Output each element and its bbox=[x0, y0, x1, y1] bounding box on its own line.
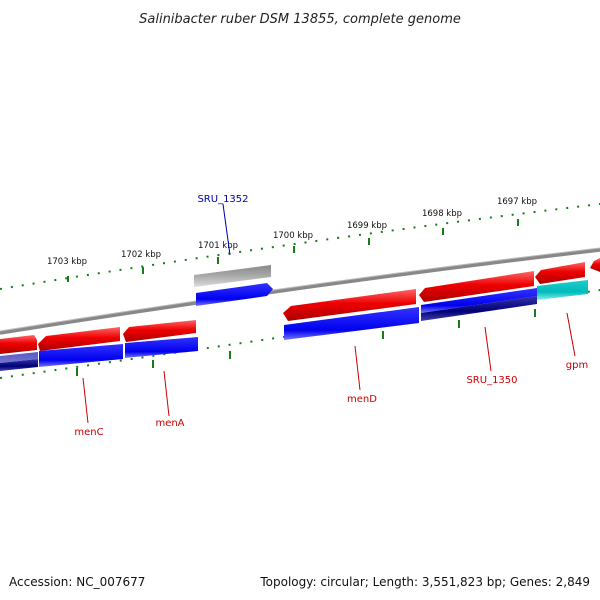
ruler-label-1698: 1698 kbp bbox=[422, 209, 462, 219]
gene-label-gpm[interactable]: gpm bbox=[566, 360, 588, 371]
cds-menD[interactable] bbox=[284, 307, 419, 340]
cds-purple-left-edge[interactable] bbox=[0, 352, 38, 363]
cds-SRU_1350-reverse[interactable] bbox=[419, 271, 534, 302]
gene-label-SRU_1352[interactable]: SRU_1352 bbox=[197, 194, 248, 205]
cds-SRU_1350[interactable] bbox=[421, 288, 537, 313]
cds-menD-reverse[interactable] bbox=[283, 289, 416, 321]
cds-menA-reverse[interactable] bbox=[123, 320, 196, 342]
gene-labels: SRU_1352 menC menA menD SRU_1350 gpm bbox=[74, 194, 588, 438]
cds-menA[interactable] bbox=[125, 337, 198, 358]
ruler-label-1700: 1700 kbp bbox=[273, 231, 313, 241]
cds-gpm[interactable] bbox=[537, 280, 588, 300]
cds-SRU_1350-dark[interactable] bbox=[421, 296, 537, 321]
cds-gpm-reverse[interactable] bbox=[535, 262, 585, 284]
ruler-labels: 1703 kbp 1702 kbp 1701 kbp 1700 kbp 1699… bbox=[47, 197, 537, 267]
cds-SRU_1352[interactable] bbox=[196, 283, 273, 306]
feature-grey[interactable] bbox=[194, 265, 271, 287]
ruler-label-1703: 1703 kbp bbox=[47, 257, 87, 267]
ruler-label-1699: 1699 kbp bbox=[347, 221, 387, 231]
leader-lines bbox=[82, 203, 576, 424]
ruler-label-1697: 1697 kbp bbox=[497, 197, 537, 207]
genome-backbone bbox=[0, 248, 600, 335]
cds-menC-reverse[interactable] bbox=[38, 327, 120, 351]
ruler-label-1701: 1701 kbp bbox=[198, 241, 238, 251]
cds-red-left-edge[interactable] bbox=[0, 335, 37, 354]
ruler-label-1702: 1702 kbp bbox=[121, 250, 161, 260]
gene-label-menD[interactable]: menD bbox=[347, 394, 377, 405]
gene-label-SRU_1350[interactable]: SRU_1350 bbox=[466, 375, 517, 386]
gene-label-menA[interactable]: menA bbox=[155, 418, 184, 429]
genome-backbone-highlight bbox=[0, 247, 600, 332]
cds-red-right-edge[interactable] bbox=[590, 258, 600, 272]
gene-label-menC[interactable]: menC bbox=[74, 427, 103, 438]
cds-menC[interactable] bbox=[39, 344, 123, 367]
accession-text: Accession: NC_007677 bbox=[9, 575, 145, 589]
upper-ruler-major-ticks bbox=[67, 219, 519, 282]
map-title: Salinibacter ruber DSM 13855, complete g… bbox=[139, 12, 461, 27]
lower-ruler-major-ticks bbox=[76, 309, 536, 376]
genome-summary-text: Topology: circular; Length: 3,551,823 bp… bbox=[259, 575, 590, 589]
cds-navy-left-edge[interactable] bbox=[0, 359, 38, 371]
